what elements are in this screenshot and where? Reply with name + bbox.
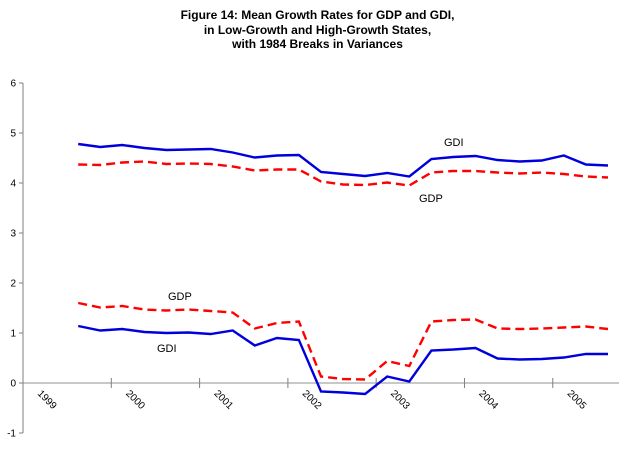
y-tick-label: 3 — [10, 229, 16, 240]
series-line-gdp-low-growth-states — [77, 301, 609, 381]
series-line-gdi-high-growth-states — [78, 142, 609, 178]
x-year-label: 1999 — [35, 388, 59, 412]
series-label-gdi: GDI — [444, 137, 464, 149]
series-line-gdi-low-growth-states — [77, 324, 608, 396]
chart-title: Figure 14: Mean Growth Rates for GDP and… — [0, 8, 635, 52]
y-tick-label: 0 — [10, 379, 16, 390]
y-tick-label: -1 — [7, 429, 16, 440]
chart-title-line-1: Figure 14: Mean Growth Rates for GDP and… — [180, 8, 455, 22]
series-line-gdp-high-growth-states — [78, 160, 609, 187]
chart-title-line-2: in Low-Growth and High-Growth States, — [203, 22, 432, 37]
x-year-label: 2000 — [123, 388, 147, 412]
series-label-gdp: GDP — [419, 193, 443, 205]
x-year-label: 2001 — [212, 388, 236, 412]
y-tick-label: 1 — [10, 329, 16, 340]
x-year-label: 2005 — [565, 388, 589, 412]
chart-title-line-3: with 1984 Breaks in Variances — [232, 37, 403, 51]
y-tick-label: 5 — [10, 129, 16, 140]
y-tick-label: 2 — [10, 279, 16, 290]
y-tick-label: 4 — [10, 179, 16, 190]
series-label-gdp: GDP — [168, 291, 192, 303]
x-year-label: 2004 — [476, 388, 500, 412]
x-year-label: 2003 — [388, 388, 412, 412]
series-label-gdi: GDI — [157, 343, 177, 355]
y-tick-label: 6 — [10, 79, 16, 90]
